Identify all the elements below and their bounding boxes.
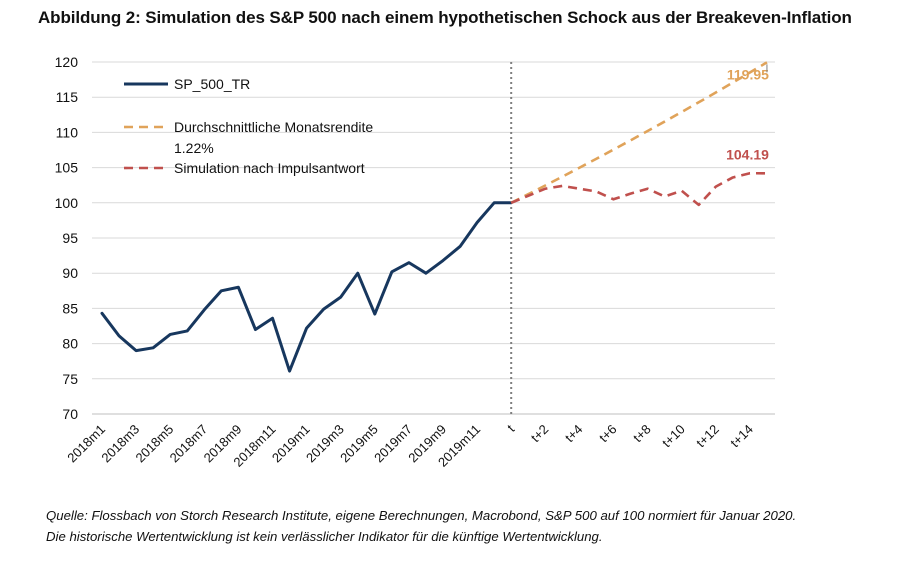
y-tick-label-100: 100	[55, 195, 79, 211]
x-tick-label-t+2: t+2	[528, 422, 552, 446]
chart-svg: 70 75 80 85 90 95 100 105 110 115 120 2018m12018m3…	[55, 54, 775, 470]
grid-lines	[92, 61, 775, 380]
series-layer	[100, 61, 768, 414]
legend-label-1-0: Durchschnittliche Monatsrendite	[174, 119, 373, 135]
end-label-1: 119.95	[727, 66, 769, 82]
source-line-1: Quelle: Flossbach von Storch Research In…	[46, 508, 797, 523]
x-tick-label-t+14: t+14	[727, 422, 756, 451]
y-tick-label-85: 85	[62, 300, 78, 316]
y-tick-label-80: 80	[62, 336, 78, 352]
legend-label-1-1: 1.22%	[174, 140, 214, 156]
y-tick-label-115: 115	[56, 89, 79, 105]
y-tick-label-120: 120	[55, 54, 79, 70]
series-line-0	[100, 201, 513, 373]
x-tick-label-t+12: t+12	[693, 422, 722, 451]
y-tick-label-75: 75	[62, 371, 78, 387]
x-tick-label-t: t	[504, 421, 517, 434]
x-axis-ticks: 2018m12018m32018m52018m72018m92018m11201…	[64, 421, 756, 470]
x-tick-label-t+6: t+6	[596, 422, 620, 446]
y-axis-ticks: 70 75 80 85 90 95 100 105 110 115 120	[55, 54, 79, 422]
source-note: Quelle: Flossbach von Storch Research In…	[46, 505, 796, 547]
end-label-2: 104.19	[726, 146, 769, 162]
x-tick-label-t+4: t+4	[562, 422, 586, 446]
x-tick-label-t+10: t+10	[659, 422, 688, 451]
legend-label-2-0: Simulation nach Impulsantwort	[174, 160, 365, 176]
x-tick-label-t+8: t+8	[630, 422, 654, 446]
legend-label-0-0: SP_500_TR	[174, 76, 250, 92]
y-tick-label-105: 105	[55, 160, 79, 176]
series-line-1	[510, 61, 768, 204]
y-tick-label-95: 95	[62, 230, 78, 246]
series-line-2	[510, 171, 767, 207]
y-tick-label-110: 110	[56, 124, 79, 140]
y-tick-label-70: 70	[62, 406, 78, 422]
legend: SP_500_TR Durchschnittliche Monatsrendite…	[124, 76, 373, 176]
y-tick-label-90: 90	[62, 265, 78, 281]
chart-title: Abbildung 2: Simulation des S&P 500 nach…	[38, 8, 852, 27]
source-line-2: Die historische Wertentwicklung ist kein…	[46, 529, 603, 544]
end-labels: 119.95 104.19	[726, 64, 769, 162]
